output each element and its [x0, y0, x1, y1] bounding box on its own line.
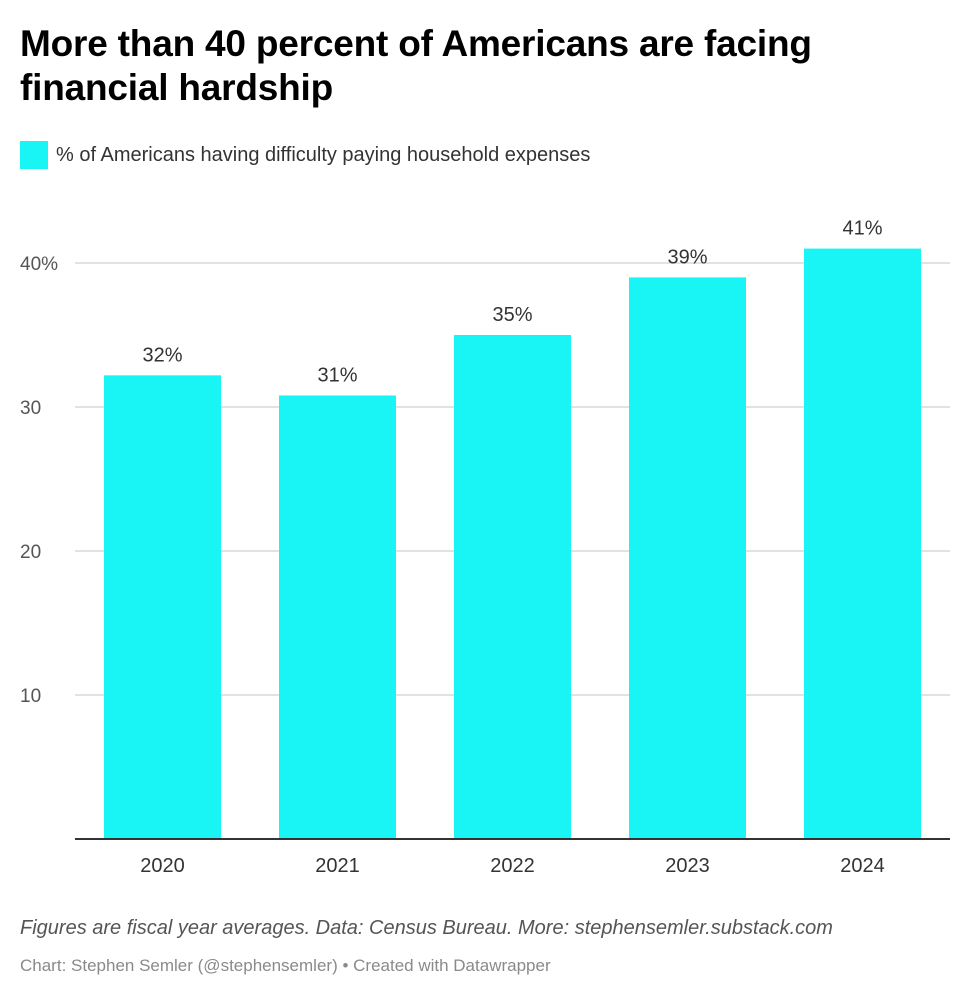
- y-tick-label: 20: [20, 542, 41, 563]
- bar: [279, 395, 396, 839]
- x-tick-label: 2024: [840, 855, 885, 877]
- footer-notes: Figures are fiscal year averages. Data: …: [20, 917, 833, 939]
- data-label: 31%: [317, 364, 357, 386]
- y-tick-label: 10: [20, 686, 41, 707]
- footer-credit: Chart: Stephen Semler (@stephensemler) •…: [20, 956, 551, 975]
- bar: [629, 277, 746, 839]
- legend-swatch: [20, 141, 48, 169]
- x-tick-label: 2021: [315, 855, 360, 877]
- bar: [454, 335, 571, 839]
- bar: [104, 375, 221, 839]
- data-label: 41%: [842, 218, 882, 240]
- data-label: 35%: [492, 304, 532, 326]
- data-label: 39%: [667, 246, 707, 268]
- chart-title: More than 40 percent of Americans are fa…: [20, 23, 812, 108]
- x-tick-label: 2022: [490, 855, 535, 877]
- bar-chart: 10 20 30 40% 32% 2020 31% 2021 35% 2022 39% 2023 41%…: [20, 218, 950, 877]
- y-tick-label: 40%: [20, 254, 58, 275]
- legend-label: % of Americans having difficulty paying …: [56, 143, 591, 166]
- x-tick-label: 2020: [140, 855, 185, 877]
- x-tick-label: 2023: [665, 855, 710, 877]
- legend: % of Americans having difficulty paying …: [20, 141, 590, 169]
- data-label: 32%: [142, 344, 182, 366]
- y-tick-label: 30: [20, 398, 41, 419]
- bar: [804, 248, 921, 840]
